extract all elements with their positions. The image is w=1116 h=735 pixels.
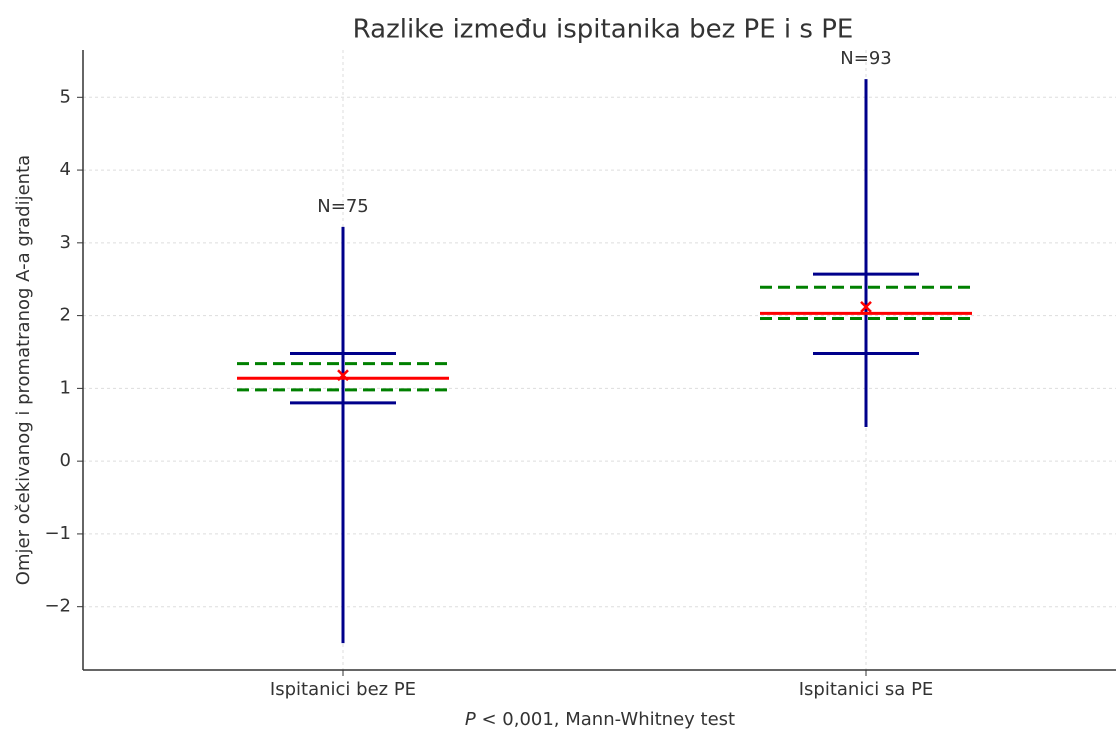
chart-title: Razlike između ispitanika bez PE i s PE: [353, 15, 854, 45]
y-axis-label: Omjer očekivanog i promatranog A-a gradi…: [13, 155, 34, 585]
x-axis-label-text: < 0,001, Mann-Whitney test: [476, 709, 735, 730]
y-tick-label: 2: [60, 305, 71, 326]
x-tick-label: Ispitanici bez PE: [270, 679, 416, 700]
mean-marker: [337, 369, 349, 382]
y-tick-label: 3: [60, 232, 71, 253]
n-label: N=93: [840, 48, 891, 69]
y-tick-label: 5: [60, 86, 71, 107]
y-tick-label: 1: [60, 377, 71, 398]
x-axis-label-italic: P: [465, 709, 476, 730]
x-axis-label: P < 0,001, Mann-Whitney test: [465, 709, 735, 730]
n-label: N=75: [317, 196, 368, 217]
y-tick-label: −2: [44, 596, 71, 617]
x-tick-label: Ispitanici sa PE: [799, 679, 934, 700]
mean-marker: [860, 300, 872, 313]
y-tick-label: −1: [44, 523, 71, 544]
y-tick-label: 4: [60, 159, 71, 180]
y-tick-label: 0: [60, 450, 71, 471]
